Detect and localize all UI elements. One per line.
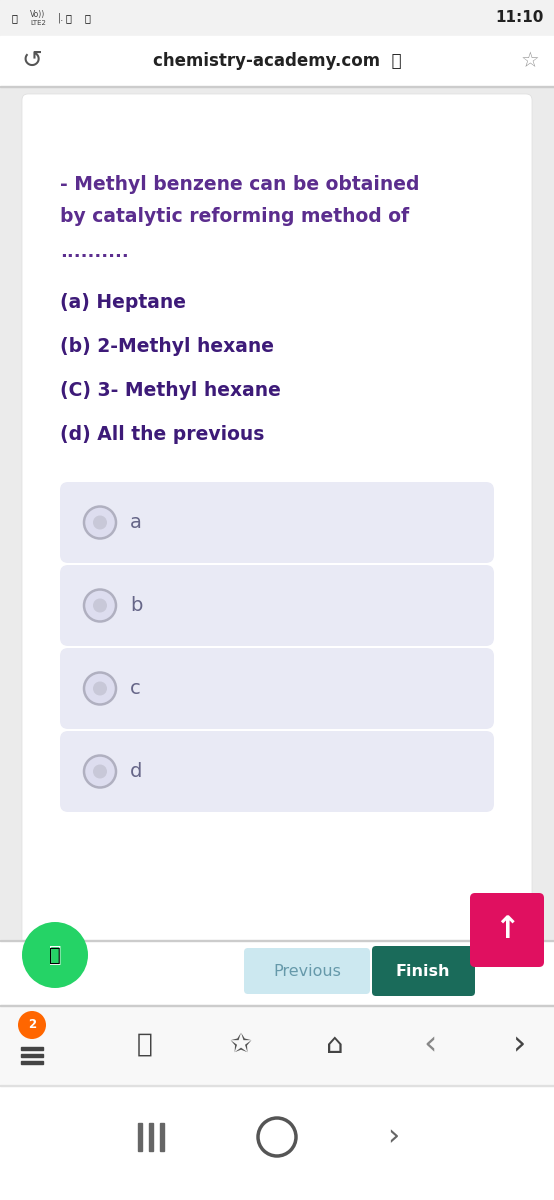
Text: LTE2: LTE2 [30,20,46,26]
Circle shape [93,682,107,696]
Circle shape [84,672,116,704]
Text: ⌂: ⌂ [326,1031,344,1058]
Bar [149,1123,152,1151]
Bar [21,1061,43,1063]
Text: ☆: ☆ [521,50,540,71]
Bar [160,1123,163,1151]
Circle shape [18,1010,46,1039]
Text: 📞: 📞 [49,946,61,965]
Text: (b) 2-Methyl hexane: (b) 2-Methyl hexane [60,337,274,356]
Text: ›: › [514,1028,527,1062]
FancyBboxPatch shape [372,946,475,996]
FancyBboxPatch shape [60,731,494,812]
Text: ›: › [387,1122,399,1152]
FancyBboxPatch shape [60,565,494,646]
Text: ↑: ↑ [494,916,520,944]
Text: Vo)): Vo)) [30,10,45,18]
FancyBboxPatch shape [60,648,494,728]
FancyBboxPatch shape [470,893,544,967]
Bar [0,0,554,36]
Text: b: b [130,596,142,614]
Circle shape [84,756,116,787]
Text: ↺: ↺ [22,49,43,73]
Text: a: a [130,514,142,532]
FancyBboxPatch shape [244,948,370,994]
Text: ..........: .......... [60,242,129,260]
Text: (d) All the previous: (d) All the previous [60,425,264,444]
Bar [0,36,554,86]
Text: Finish: Finish [396,964,450,978]
Text: 2: 2 [28,1019,36,1032]
Circle shape [93,599,107,612]
Text: chemistry-academy.com  🔒: chemistry-academy.com 🔒 [153,52,401,70]
FancyBboxPatch shape [22,94,532,946]
Bar [0,940,554,1006]
Text: 📶: 📶 [66,13,72,23]
Circle shape [84,589,116,622]
Circle shape [93,516,107,529]
Text: (a) Heptane: (a) Heptane [60,293,186,312]
Text: ⧉: ⧉ [137,1032,153,1058]
Bar [0,1085,554,1200]
Text: (C) 3- Methyl hexane: (C) 3- Methyl hexane [60,382,281,400]
Text: c: c [130,679,141,698]
Bar [138,1123,141,1151]
Text: |.: |. [58,13,64,23]
Bar [21,1046,43,1050]
Text: by catalytic reforming method of: by catalytic reforming method of [60,206,409,226]
Text: ‹: ‹ [423,1028,437,1062]
Text: 🔄: 🔄 [85,13,91,23]
Circle shape [22,922,88,988]
Text: d: d [130,762,142,781]
Text: 11:10: 11:10 [496,11,544,25]
Circle shape [84,506,116,539]
Bar [0,86,554,967]
FancyBboxPatch shape [60,482,494,563]
Circle shape [93,764,107,779]
Text: ✩: ✩ [229,1032,251,1058]
Bar [21,1054,43,1056]
Bar [0,1006,554,1085]
Text: 🐾: 🐾 [49,946,61,965]
Text: Previous: Previous [273,964,341,978]
Text: - Methyl benzene can be obtained: - Methyl benzene can be obtained [60,175,419,194]
Text: 🔋: 🔋 [12,13,18,23]
